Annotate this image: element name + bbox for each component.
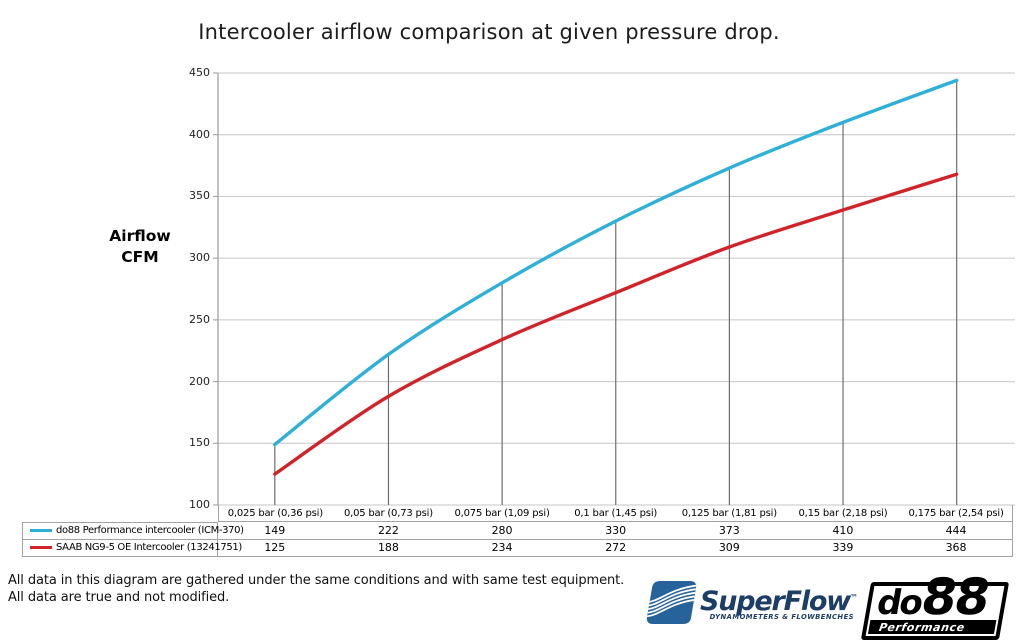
footer-note-line1: All data in this diagram are gathered un… bbox=[8, 573, 625, 588]
airflow-value-cell: 368 bbox=[899, 539, 1014, 557]
airflow-value-cell: 280 bbox=[445, 522, 559, 540]
superflow-text-block: SuperFlow™ DYNAMOMETERS & FLOWBENCHES bbox=[700, 586, 858, 621]
airflow-value-cell: 222 bbox=[331, 522, 446, 540]
airflow-value-cell: 272 bbox=[558, 540, 673, 557]
series-swatch-0 bbox=[30, 529, 52, 533]
do88-logo-frame: do88 Performance bbox=[860, 568, 1010, 640]
data-table: 0,025 bar (0,36 psi) 0,05 bar (0,73 psi) 0… bbox=[22, 505, 1014, 557]
superflow-logo: SuperFlow™ DYNAMOMETERS & FLOWBENCHES bbox=[645, 579, 858, 626]
y-axis-label-line2: CFM bbox=[121, 248, 159, 266]
airflow-value-cell: 339 bbox=[786, 540, 900, 557]
airflow-value-cell: 444 bbox=[899, 522, 1014, 540]
pressure-column-header: 0,1 bar (1,45 psi) bbox=[558, 505, 673, 522]
y-tick-label: 250 bbox=[189, 312, 210, 326]
legend-item-0: do88 Performance intercooler (ICM-370) bbox=[22, 522, 244, 540]
chart-title: Intercooler airflow comparison at given … bbox=[198, 20, 780, 44]
table-corner-spacer bbox=[22, 505, 218, 522]
y-tick-label: 200 bbox=[189, 374, 210, 388]
pressure-column-header: 0,025 bar (0,36 psi) bbox=[218, 505, 332, 522]
airflow-value-cell: 188 bbox=[331, 540, 446, 557]
series-line-0 bbox=[273, 78, 959, 447]
y-tick-label: 450 bbox=[189, 66, 210, 79]
pressure-column-header: 0,15 bar (2,18 psi) bbox=[786, 505, 900, 522]
do88-logo: do88 Performance bbox=[856, 568, 1014, 640]
y-tick-label: 300 bbox=[189, 251, 210, 265]
airflow-value-cell: 410 bbox=[786, 522, 900, 540]
footer-note: All data in this diagram are gathered un… bbox=[8, 573, 624, 606]
do88-wordmark: do88 bbox=[873, 568, 993, 626]
superflow-subtitle: DYNAMOMETERS & FLOWBENCHES bbox=[709, 613, 855, 621]
pressure-column-header: 0,125 bar (1,81 psi) bbox=[672, 505, 787, 522]
y-tick-label: 150 bbox=[189, 436, 210, 450]
pressure-column-header: 0,175 bar (2,54 psi) bbox=[899, 505, 1014, 522]
legend-item-1: SAAB NG9-5 OE Intercooler (13241751) bbox=[22, 539, 242, 557]
airflow-value-cell: 149 bbox=[218, 522, 332, 540]
series-name-0: do88 Performance intercooler (ICM-370) bbox=[56, 525, 244, 537]
pressure-column-header: 0,05 bar (0,73 psi) bbox=[331, 505, 446, 522]
superflow-flow-icon bbox=[646, 581, 697, 624]
airflow-value-cell: 125 bbox=[218, 540, 332, 557]
pressure-column-header: 0,075 bar (1,09 psi) bbox=[445, 505, 559, 522]
superflow-trademark: ™ bbox=[850, 593, 859, 602]
y-axis-label: Airflow CFM bbox=[90, 226, 190, 268]
y-tick-label: 350 bbox=[189, 189, 210, 203]
y-tick-label: 400 bbox=[189, 127, 210, 141]
do88-performance-banner: Performance bbox=[867, 620, 997, 634]
y-tick-label: 100 bbox=[189, 498, 210, 511]
y-axis-label-line1: Airflow bbox=[109, 227, 171, 245]
series-swatch-1 bbox=[30, 546, 52, 550]
series-line-1 bbox=[273, 172, 959, 476]
superflow-wordmark: SuperFlow™ bbox=[700, 586, 859, 617]
airflow-value-cell: 309 bbox=[672, 540, 787, 557]
airflow-value-cell: 234 bbox=[445, 540, 559, 557]
series-name-1: SAAB NG9-5 OE Intercooler (13241751) bbox=[56, 542, 242, 554]
airflow-value-cell: 373 bbox=[672, 522, 787, 540]
airflow-value-cell: 330 bbox=[558, 522, 673, 540]
footer-note-line2: All data are true and not modified. bbox=[8, 589, 230, 605]
